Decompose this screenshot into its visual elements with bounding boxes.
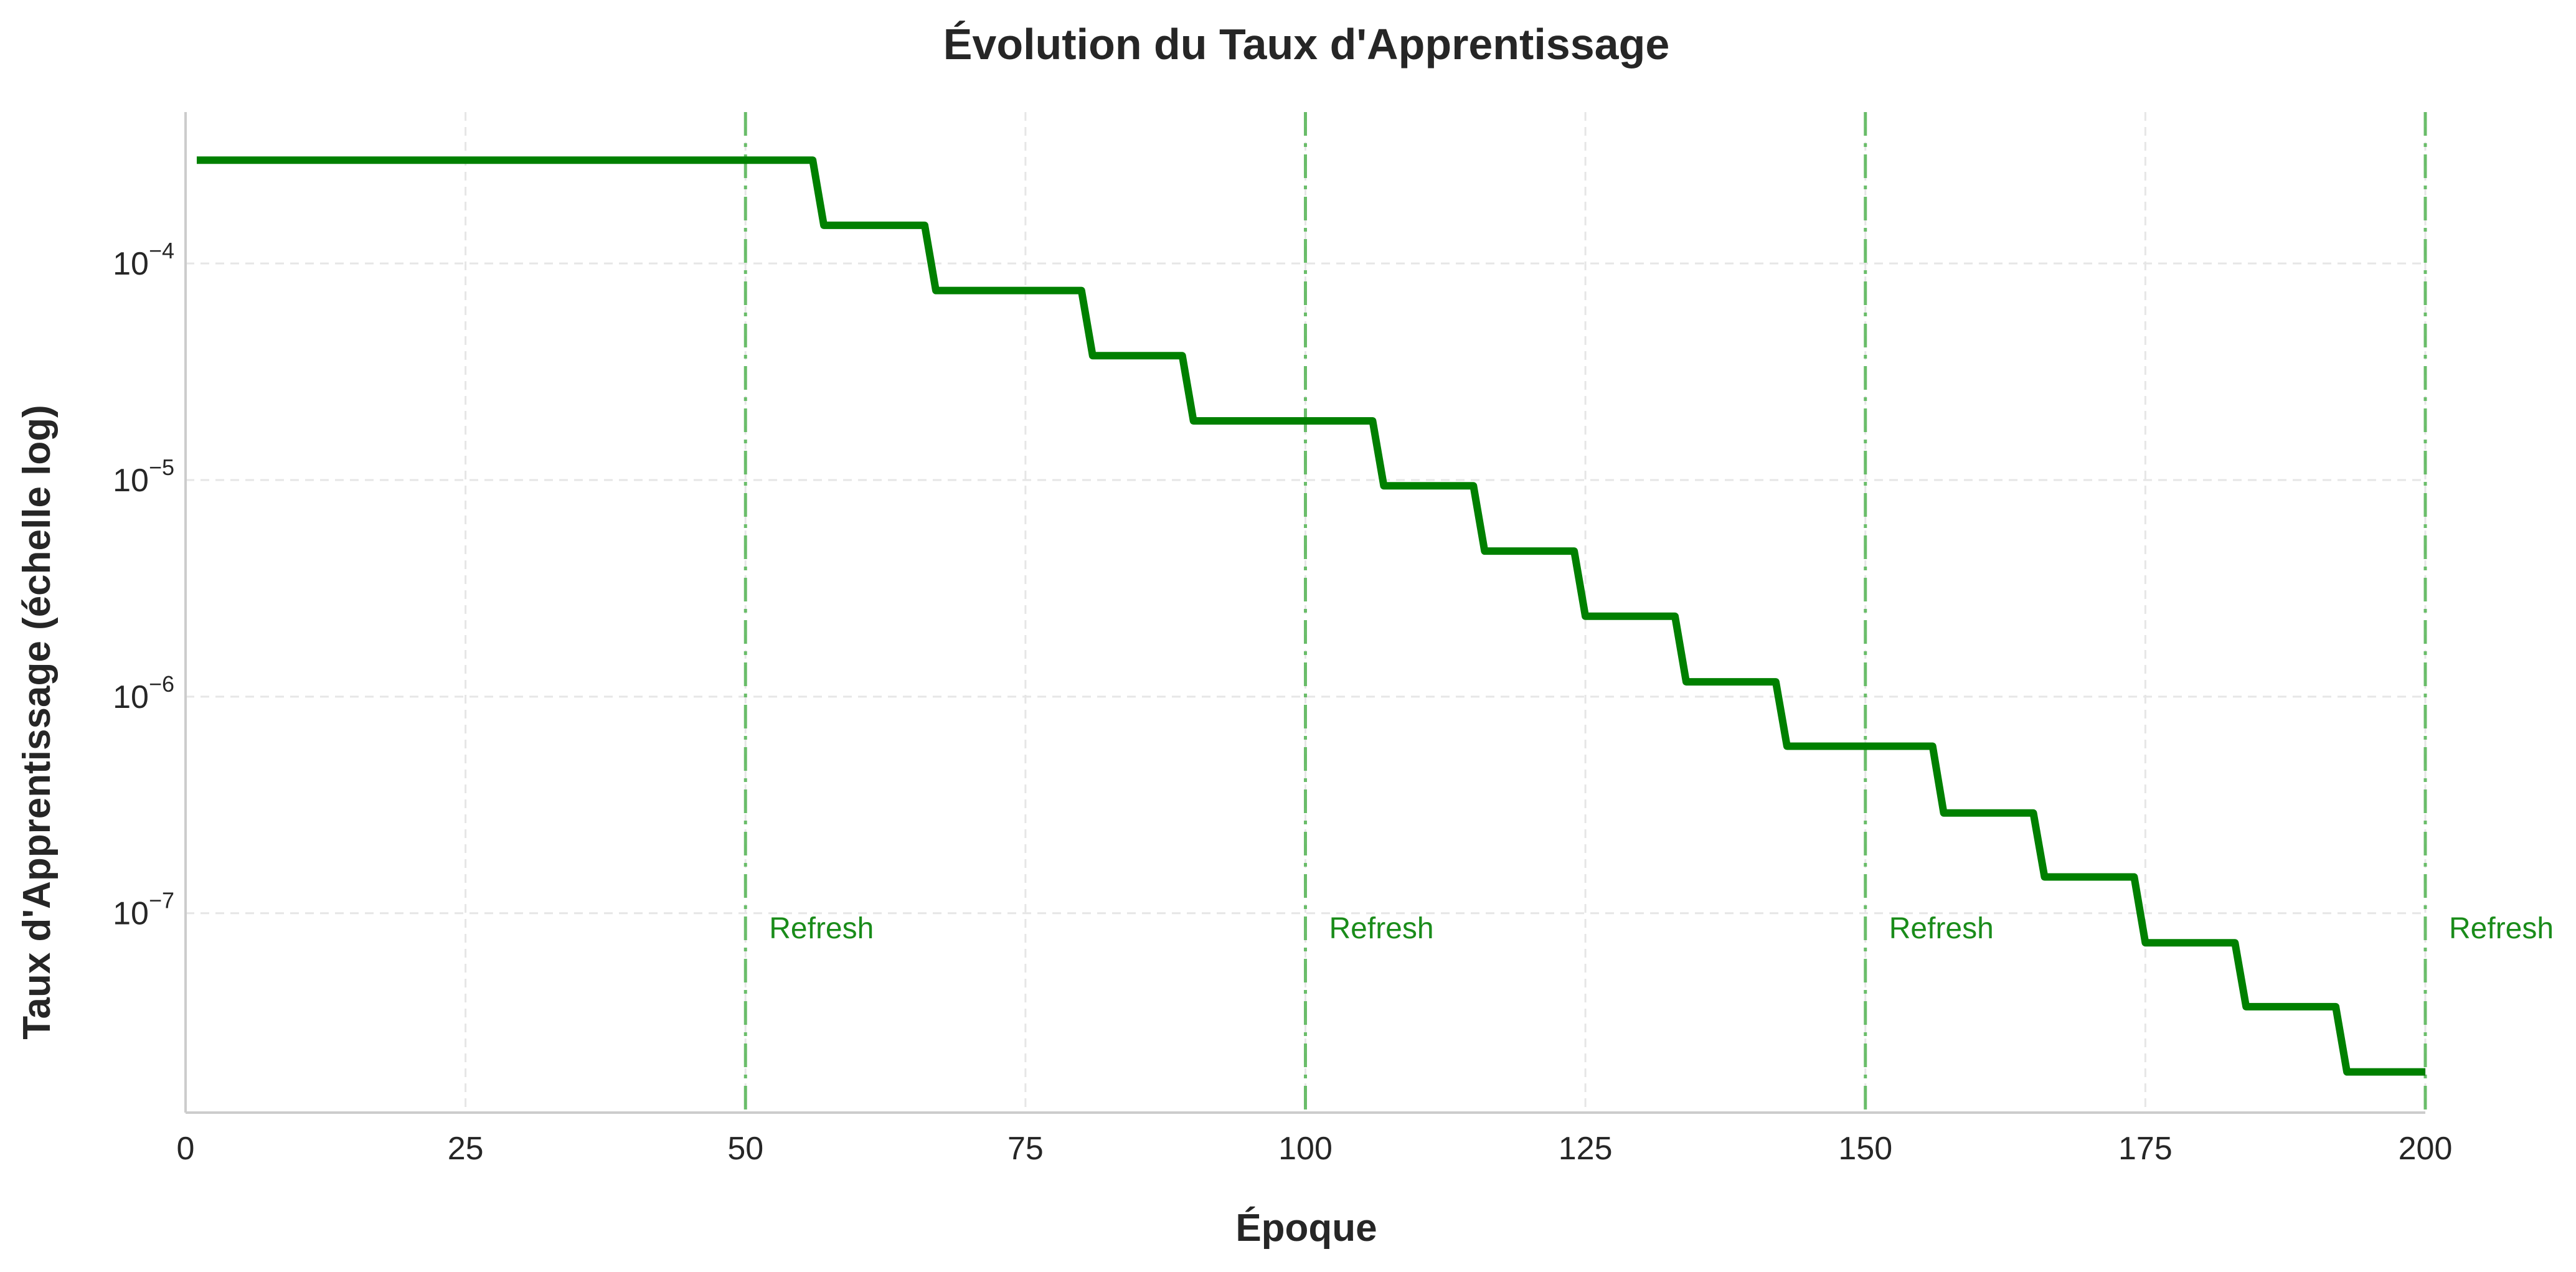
y-axis-label: Taux d'Apprentissage (échelle log) [16,405,59,1040]
x-tick-label: 25 [448,1131,484,1167]
y-tick-label: 10−4 [113,238,174,282]
y-tick-labels: 10−4 10−5 10−6 10−7 [113,238,174,932]
refresh-label: Refresh [1329,912,1434,945]
x-axis-label: Époque [1235,1207,1377,1250]
series-line [197,156,2425,1076]
y-tick-label: 10−5 [113,455,174,499]
refresh-lines [743,112,2427,1113]
refresh-label: Refresh [2449,912,2554,945]
annotations: Refresh Refresh Refresh Refresh [769,912,2554,945]
x-tick-label: 50 [727,1131,763,1167]
y-tick-label: 10−6 [113,671,174,715]
y-tick-label: 10−7 [113,888,174,932]
x-tick-label: 75 [1007,1131,1044,1167]
refresh-label: Refresh [769,912,874,945]
x-tick-label: 175 [2118,1131,2173,1167]
x-tick-label: 100 [1278,1131,1333,1167]
x-tick-labels: 0 25 50 75 100 125 150 175 200 [177,1131,2453,1167]
axes-spines [184,112,2425,1114]
series-layer [197,156,2425,1076]
x-tick-label: 0 [177,1131,195,1167]
x-tick-label: 150 [1838,1131,1892,1167]
x-tick-label: 200 [2399,1131,2453,1167]
chart-title: Évolution du Taux d'Apprentissage [943,20,1670,68]
x-tick-label: 125 [1559,1131,1613,1167]
refresh-label: Refresh [1889,912,1994,945]
